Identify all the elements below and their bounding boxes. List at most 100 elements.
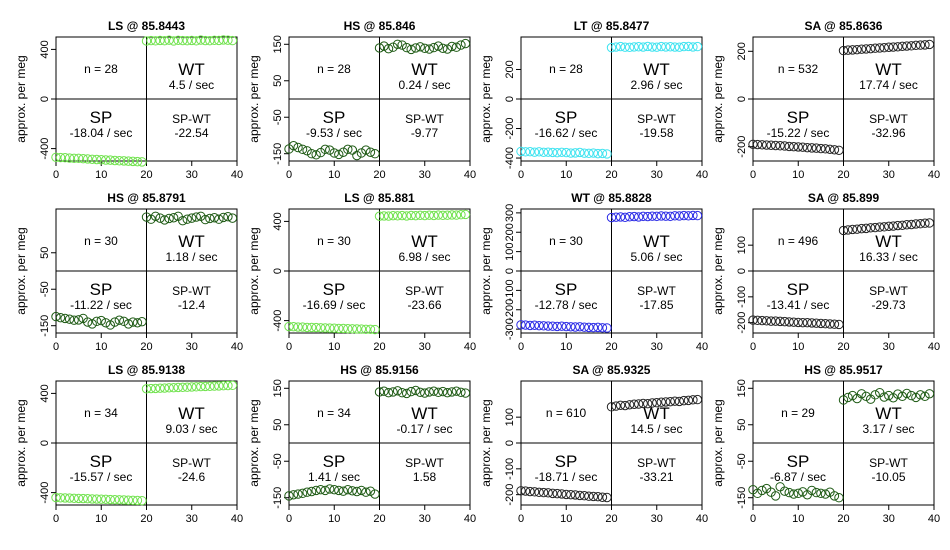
panel-11-sp-point xyxy=(561,489,571,500)
panel-9-title: LS @ 85.9138 xyxy=(108,363,185,377)
panel-4-y-tick-label: 0 xyxy=(736,96,748,102)
panel-10-sp-point xyxy=(297,488,308,499)
panel-12-x-tick-label: 0 xyxy=(750,513,756,525)
panel-2-sp-point xyxy=(361,145,371,155)
panel-3-wt-point xyxy=(647,42,657,52)
panel-3-wt-point xyxy=(606,42,617,53)
panel-2-x-tick-label: 20 xyxy=(373,169,385,181)
panel-2-x-tick-label: 0 xyxy=(286,169,292,181)
panel-3-wt-point xyxy=(679,41,689,52)
panel-11-wt-point xyxy=(674,396,685,407)
panel-10-wt-label: WT xyxy=(411,404,437,423)
panel-10-sp-point xyxy=(334,485,344,496)
panel-8-sp-point xyxy=(748,315,758,325)
panel-7-y-tick-label: -300 xyxy=(504,318,516,340)
panel-2-x-tick-label: 40 xyxy=(464,169,476,181)
panel-9-x-tick-label: 10 xyxy=(95,513,107,525)
panel-11-sp-point xyxy=(547,488,558,499)
panel-5-wt-label: WT xyxy=(178,232,204,251)
panel-4-wt-point xyxy=(924,39,935,50)
panel-12-y-tick-label: 50 xyxy=(736,419,748,431)
panel-6-sp-point xyxy=(352,324,362,334)
panel-3-wt-point xyxy=(638,42,648,52)
panel-10-x-tick-label: 20 xyxy=(373,513,385,525)
panel-6-sp-point xyxy=(361,324,371,334)
panel-6-sp-point xyxy=(306,322,317,333)
panel-6-sp-point xyxy=(356,324,367,334)
panel-8-n-label: n = 496 xyxy=(778,234,819,248)
panel-8-wt-point xyxy=(884,221,894,232)
panel-9-wt-point xyxy=(187,382,197,392)
panel-1-y-tick-label: 0 xyxy=(39,96,51,102)
panel-9-wt-point xyxy=(146,383,156,394)
panel-2-y-axis-label: approx. per meg xyxy=(247,55,261,142)
panel-8-wt-point xyxy=(861,223,871,234)
panel-9-wt-point xyxy=(178,382,188,393)
panel-10-wt-point xyxy=(438,386,448,397)
panel-8-sp-point xyxy=(820,319,831,329)
panel-7-wt-point xyxy=(633,212,644,222)
panel-12-wt-point xyxy=(843,392,853,403)
panel-5-sp-point xyxy=(82,317,93,327)
panel-11-wt-point xyxy=(611,401,621,411)
panel-11-wt-point xyxy=(624,400,635,410)
panel-7-sp-point xyxy=(588,322,599,333)
panel-12-sp-point xyxy=(793,488,803,499)
panel-6-spwt-rate: -23.66 xyxy=(407,298,441,312)
panel-9-sp-point xyxy=(132,495,143,506)
panel-3-sp-point xyxy=(543,147,553,157)
panel-1-wt-point xyxy=(141,36,152,46)
panel-1-y-axis-label: approx. per meg xyxy=(14,55,28,142)
panel-1-wt-point xyxy=(191,36,201,46)
panel-10-wt-point xyxy=(406,386,416,397)
panel-2-sp-point xyxy=(311,150,321,160)
panel-11-sp-point xyxy=(557,489,567,499)
panel-9-sp-point xyxy=(73,493,84,504)
panel-4-wt-point xyxy=(884,42,894,52)
panel-2-wt-point xyxy=(374,43,385,53)
panel-7-sp-point xyxy=(561,321,571,332)
panel-12-wt-point xyxy=(856,389,867,399)
panel-3-wt-point xyxy=(656,41,666,52)
panel-7-wt-label: WT xyxy=(643,232,669,251)
panel-5-wt-point xyxy=(187,213,197,223)
panel-5-sp-point xyxy=(101,318,111,328)
panel-10-sp-point xyxy=(361,487,371,497)
panel-3-wt-point xyxy=(661,42,671,52)
panel-4-wt-point xyxy=(915,40,926,50)
panel-8-sp-label: SP xyxy=(787,280,810,299)
panel-9-sp-point xyxy=(101,494,111,504)
panel-4-wt-point xyxy=(838,45,849,56)
panel-11-wt-point xyxy=(633,399,644,409)
panel-4-wt-point xyxy=(870,43,880,53)
panel-12-sp-point xyxy=(834,493,844,503)
panel-10-sp-point xyxy=(365,486,376,496)
panel-7-sp-point xyxy=(575,322,585,332)
panel-8-wt-point xyxy=(865,223,876,233)
panel-4-wt-point xyxy=(879,43,889,53)
panel-7-sp-point xyxy=(543,321,553,331)
panel-1-wt-rate: 4.5 / sec xyxy=(169,78,214,92)
panel-10-sp-point xyxy=(288,490,299,500)
panel-4-sp-label: SP xyxy=(787,108,810,127)
panel-6-y-tick-label: 0 xyxy=(272,268,284,274)
panel-7-sp-point xyxy=(557,321,567,331)
panel-9-sp-point xyxy=(114,495,125,505)
panel-7-sp-point xyxy=(570,322,580,332)
panel-2-sp-point xyxy=(352,150,362,161)
panel-1-sp-point xyxy=(114,156,125,166)
panel-10-sp-point xyxy=(293,489,303,499)
panel-9-y-axis-label: approx. per meg xyxy=(14,399,28,486)
panel-12-sp-point xyxy=(811,487,822,498)
panel-1-sp-point xyxy=(132,156,143,167)
panel-11-x-tick-label: 0 xyxy=(518,513,524,525)
panel-8-wt-label: WT xyxy=(875,232,901,251)
panel-8-spwt-rate: -29.73 xyxy=(871,298,905,312)
panel-11-sp-point xyxy=(543,488,553,498)
panel-12-sp-point xyxy=(779,486,790,496)
panel-6-wt-point xyxy=(438,210,448,221)
panel-10-sp-point xyxy=(325,484,335,494)
panel-6-wt-point xyxy=(379,211,389,221)
panel-7-spwt-label: SP-WT xyxy=(637,284,676,298)
panel-11-sp-point xyxy=(597,492,608,502)
